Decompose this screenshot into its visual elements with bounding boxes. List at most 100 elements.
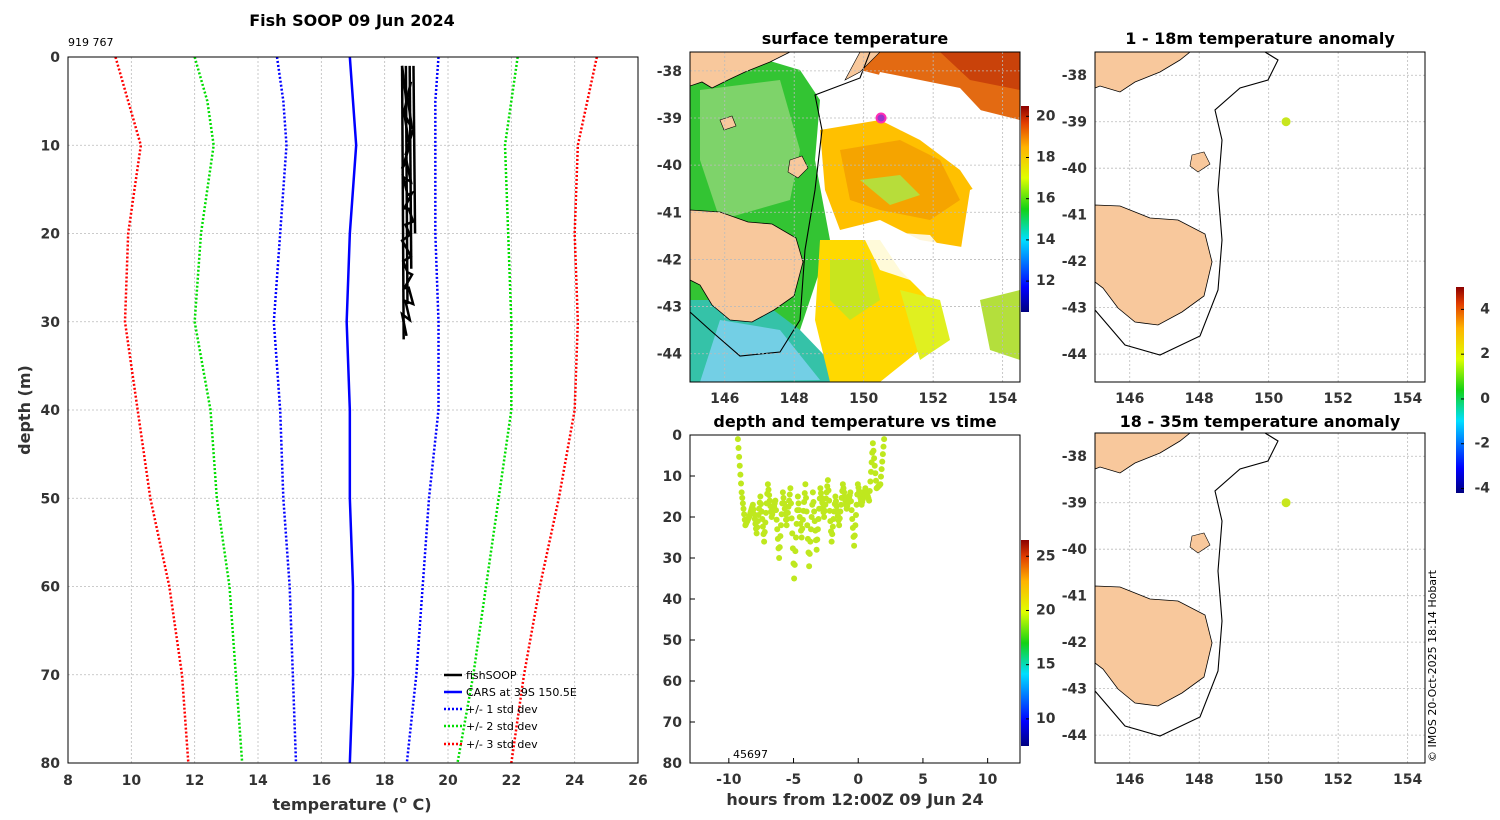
ts-point — [802, 481, 809, 488]
ts-point — [832, 493, 839, 500]
ts-point — [866, 497, 873, 504]
ts-point — [789, 530, 796, 537]
sst-colorbar-label: 18 — [1036, 150, 1055, 166]
legend-2std: +/- 2 std dev — [466, 720, 538, 733]
map-y-tick: -44 — [657, 347, 683, 363]
map-x-tick: 154 — [1393, 391, 1422, 407]
ts-point — [815, 516, 822, 523]
ts-point — [758, 501, 765, 508]
ts-point — [787, 485, 794, 492]
ts-point — [866, 488, 873, 495]
map-y-tick: -43 — [1062, 301, 1087, 317]
anom-land-tasmania — [1094, 204, 1213, 326]
sst-title: surface temperature — [762, 29, 949, 48]
map-y-tick: -44 — [1062, 347, 1088, 363]
ts-point — [757, 493, 764, 500]
ts-point — [779, 489, 786, 496]
profile-x-tick: 22 — [502, 773, 521, 789]
ts-point — [738, 480, 745, 487]
sst-colorbar-label: 12 — [1036, 273, 1055, 289]
ts-point — [750, 506, 757, 513]
ts-point — [739, 500, 746, 507]
ts-point — [761, 529, 768, 536]
ts-point — [811, 508, 818, 515]
map-x-tick: 154 — [1393, 772, 1422, 788]
ts-point — [804, 522, 811, 529]
ts-point — [877, 481, 884, 488]
ts-point — [879, 458, 886, 465]
ts-point — [795, 500, 802, 507]
anom-colorbar-label: 0 — [1480, 391, 1490, 407]
profile-x-ticks: 8 10 12 14 16 18 20 22 24 26 — [63, 773, 648, 789]
timeseries-ticks: -10 -5 0 5 10 0 10 20 30 40 50 60 70 80 — [663, 428, 998, 788]
sst-station-marker — [875, 112, 887, 124]
ts-point — [777, 533, 784, 540]
ts-point — [829, 531, 836, 538]
ts-point — [821, 507, 828, 514]
ts-point — [807, 538, 814, 545]
anom-land-tasmania — [1094, 585, 1213, 707]
fishsoop-cast — [404, 65, 409, 305]
ts-point — [852, 522, 859, 529]
map-x-tick: 154 — [988, 391, 1017, 407]
sst-field — [690, 52, 1020, 382]
ts-point — [754, 524, 761, 531]
profile-x-tick: 24 — [565, 773, 585, 789]
ts-point — [828, 538, 835, 545]
fishsoop-cast — [408, 65, 413, 269]
ts-y-tick: 20 — [663, 510, 683, 526]
ts-point — [776, 544, 783, 551]
anom2-map: 146 148 150 152 154 -38 -39 -40 -41 -42 -43 -44 — [1062, 432, 1426, 788]
ts-y-tick: 30 — [663, 551, 683, 567]
map-x-tick: 148 — [1185, 772, 1214, 788]
profile-y-tick: 70 — [41, 668, 61, 684]
main-title: Fish SOOP 09 Jun 2024 — [249, 11, 455, 30]
ts-point — [772, 497, 779, 504]
anom-land-island — [1189, 532, 1211, 554]
ts-point — [763, 509, 770, 516]
ts-point — [817, 485, 824, 492]
ts-point — [832, 498, 839, 505]
anom-colorbar-label: -2 — [1474, 436, 1490, 452]
ts-point — [822, 501, 829, 508]
ts-point — [852, 511, 859, 518]
map-y-tick: -41 — [657, 205, 682, 221]
ts-point — [788, 500, 795, 507]
ts-point — [809, 489, 816, 496]
ts-colorbar-label: 10 — [1036, 711, 1056, 727]
map-x-tick: 152 — [919, 391, 948, 407]
map-x-tick: 150 — [849, 391, 878, 407]
ts-point — [741, 511, 748, 518]
ts-point — [783, 522, 790, 529]
ts-point — [740, 505, 747, 512]
ts-point — [753, 530, 760, 537]
ts-point — [806, 563, 813, 570]
ts-point — [879, 451, 886, 458]
ts-point — [738, 489, 745, 496]
ts-point — [813, 546, 820, 553]
ts-point — [872, 470, 879, 477]
map-y-tick: -40 — [657, 158, 683, 174]
profile-y-ticks: 0 10 20 30 40 50 60 70 80 — [41, 50, 61, 772]
anom-axes — [1094, 432, 1426, 764]
profile-y-tick: 0 — [50, 50, 60, 66]
anom1-title: 1 - 18m temperature anomaly — [1125, 29, 1395, 48]
ts-point — [867, 478, 874, 485]
anom-colorbar-label: 4 — [1480, 301, 1490, 317]
ts-colorbar-label: 20 — [1036, 602, 1056, 618]
sst-grid — [690, 52, 1020, 382]
ts-y-tick: 0 — [672, 428, 682, 444]
map-x-tick: 148 — [780, 391, 809, 407]
ts-point — [810, 498, 817, 505]
ts-point — [847, 489, 854, 496]
ts-point — [851, 542, 858, 549]
ts-point — [735, 444, 742, 451]
map-x-tick: 150 — [1254, 772, 1283, 788]
ts-y-tick: 40 — [663, 592, 683, 608]
map-x-tick: 146 — [710, 391, 739, 407]
ts-point — [825, 487, 832, 494]
ts-point — [871, 462, 878, 469]
fishsoop-cast — [412, 65, 417, 234]
profile-y-tick: 30 — [41, 315, 61, 331]
ts-point — [853, 501, 860, 508]
